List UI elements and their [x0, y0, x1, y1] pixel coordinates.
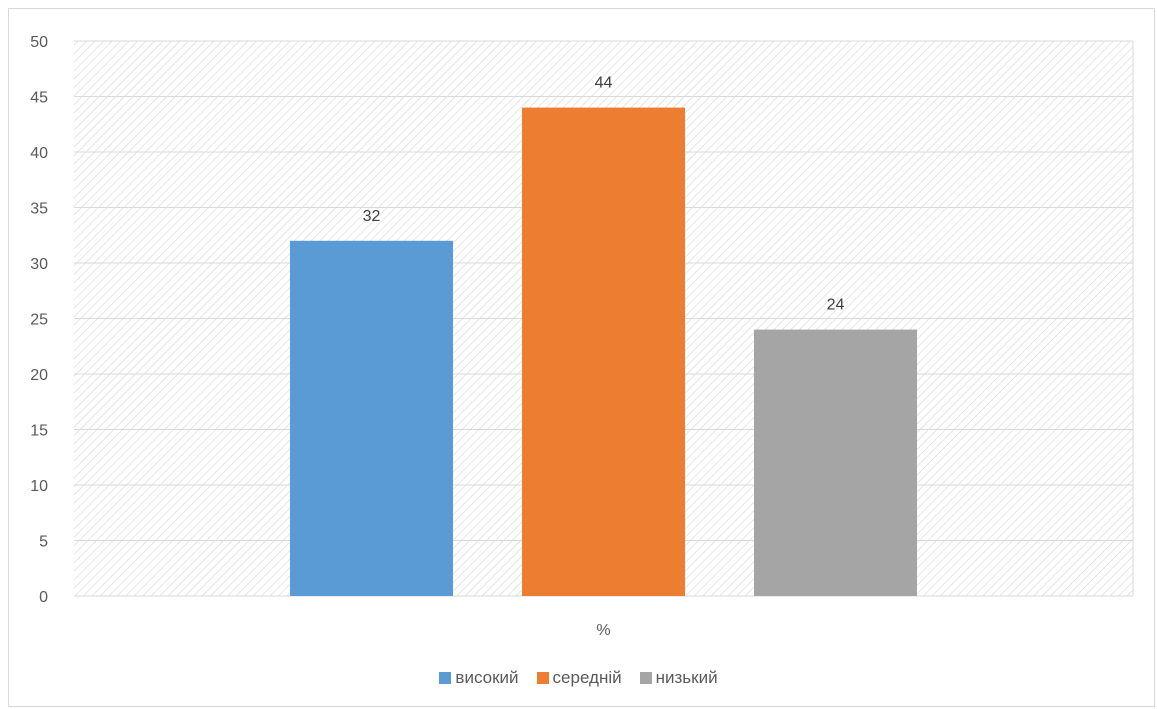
x-axis-categories: % — [596, 622, 610, 639]
legend-label: середній — [552, 668, 622, 687]
legend: високий середній низький — [0, 668, 1157, 688]
y-tick-label: 25 — [30, 312, 48, 329]
data-label: 44 — [595, 75, 613, 92]
legend-swatch — [439, 672, 452, 684]
bar-2 — [522, 107, 685, 596]
y-axis-ticks: 0 5 10 15 20 25 30 35 40 45 50 — [30, 34, 48, 606]
legend-item: середній — [536, 668, 622, 688]
y-tick-label: 30 — [30, 256, 48, 273]
y-tick-label: 5 — [39, 534, 48, 551]
data-label: 32 — [363, 208, 381, 225]
data-labels: 32 44 24 — [363, 75, 845, 314]
y-tick-label: 45 — [30, 90, 48, 107]
y-tick-label: 10 — [30, 478, 48, 495]
y-tick-label: 20 — [30, 367, 48, 384]
y-tick-label: 40 — [30, 145, 48, 162]
legend-item: низький — [639, 668, 718, 688]
legend-label: низький — [655, 668, 718, 687]
x-category-label: % — [596, 622, 610, 639]
y-tick-label: 50 — [30, 34, 48, 51]
data-label: 24 — [827, 297, 845, 314]
bar-3 — [754, 329, 917, 596]
y-tick-label: 35 — [30, 201, 48, 218]
legend-item: високий — [439, 668, 519, 688]
legend-label: високий — [455, 668, 519, 687]
legend-swatch — [639, 672, 652, 684]
legend-swatch — [536, 672, 549, 684]
bars — [290, 107, 917, 597]
y-tick-label: 15 — [30, 423, 48, 440]
bar-1 — [290, 240, 453, 597]
y-tick-label: 0 — [39, 589, 48, 606]
